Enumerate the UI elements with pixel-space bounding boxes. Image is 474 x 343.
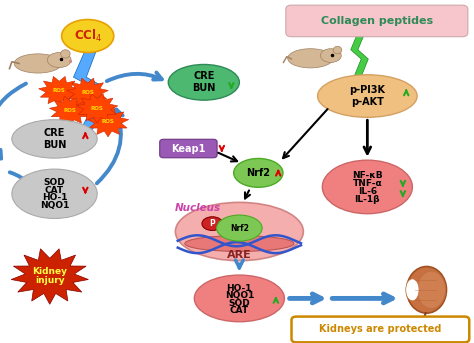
Polygon shape	[11, 249, 88, 304]
Text: p-AKT: p-AKT	[351, 97, 384, 107]
Ellipse shape	[333, 46, 342, 54]
Polygon shape	[67, 78, 109, 108]
Polygon shape	[49, 96, 91, 126]
Text: SOD: SOD	[44, 178, 65, 187]
Ellipse shape	[14, 54, 62, 73]
FancyBboxPatch shape	[160, 139, 217, 158]
Text: CRE: CRE	[193, 71, 215, 81]
Text: ARE: ARE	[227, 249, 252, 260]
Ellipse shape	[47, 52, 71, 68]
Text: Nrf2: Nrf2	[230, 224, 249, 233]
Text: NF-κB: NF-κB	[352, 171, 383, 180]
Polygon shape	[76, 94, 118, 123]
Text: ROS: ROS	[53, 88, 66, 93]
Text: CRE: CRE	[44, 128, 65, 138]
Text: IL-6: IL-6	[358, 187, 377, 196]
Polygon shape	[351, 33, 372, 84]
Text: P: P	[210, 219, 215, 228]
Ellipse shape	[12, 120, 97, 158]
FancyBboxPatch shape	[286, 5, 468, 37]
Text: Kidney: Kidney	[32, 267, 67, 276]
Ellipse shape	[12, 169, 97, 218]
Ellipse shape	[288, 49, 333, 68]
Text: ROS: ROS	[101, 119, 115, 124]
Text: HO-1: HO-1	[42, 193, 67, 202]
Ellipse shape	[62, 20, 114, 52]
Ellipse shape	[406, 279, 419, 301]
Text: IL-1β: IL-1β	[355, 196, 380, 204]
Text: Kidneys are protected: Kidneys are protected	[319, 324, 441, 334]
Text: ROS: ROS	[81, 90, 94, 95]
Text: NQO1: NQO1	[40, 201, 69, 210]
Ellipse shape	[175, 202, 303, 261]
Text: Keap1: Keap1	[171, 143, 206, 154]
Ellipse shape	[320, 49, 341, 62]
Ellipse shape	[217, 215, 262, 241]
Text: HO-1: HO-1	[227, 284, 252, 293]
Text: BUN: BUN	[43, 140, 66, 150]
Ellipse shape	[322, 160, 412, 214]
Ellipse shape	[168, 64, 239, 100]
Text: NQO1: NQO1	[225, 291, 254, 300]
Ellipse shape	[202, 217, 223, 230]
Ellipse shape	[194, 275, 284, 322]
Text: CCl$_4$: CCl$_4$	[73, 28, 102, 44]
Polygon shape	[38, 76, 80, 106]
Ellipse shape	[318, 75, 417, 117]
Text: SOD: SOD	[228, 299, 250, 308]
Ellipse shape	[417, 271, 446, 309]
Text: CAT: CAT	[230, 306, 249, 315]
Polygon shape	[87, 107, 129, 137]
Text: Nucleus: Nucleus	[174, 202, 220, 213]
Text: injury: injury	[35, 276, 64, 285]
Text: Nrf2: Nrf2	[246, 168, 270, 178]
Text: CAT: CAT	[45, 186, 64, 195]
Ellipse shape	[61, 50, 70, 58]
Ellipse shape	[407, 267, 447, 313]
Text: ROS: ROS	[91, 106, 104, 110]
FancyBboxPatch shape	[292, 317, 469, 342]
Text: BUN: BUN	[192, 83, 216, 94]
Text: ROS: ROS	[64, 108, 77, 113]
Ellipse shape	[185, 236, 294, 251]
Text: Collagen peptides: Collagen peptides	[321, 16, 433, 26]
Ellipse shape	[234, 158, 283, 187]
Text: p-PI3K: p-PI3K	[349, 85, 385, 95]
Text: TNF-α: TNF-α	[353, 179, 382, 188]
Polygon shape	[73, 52, 100, 134]
